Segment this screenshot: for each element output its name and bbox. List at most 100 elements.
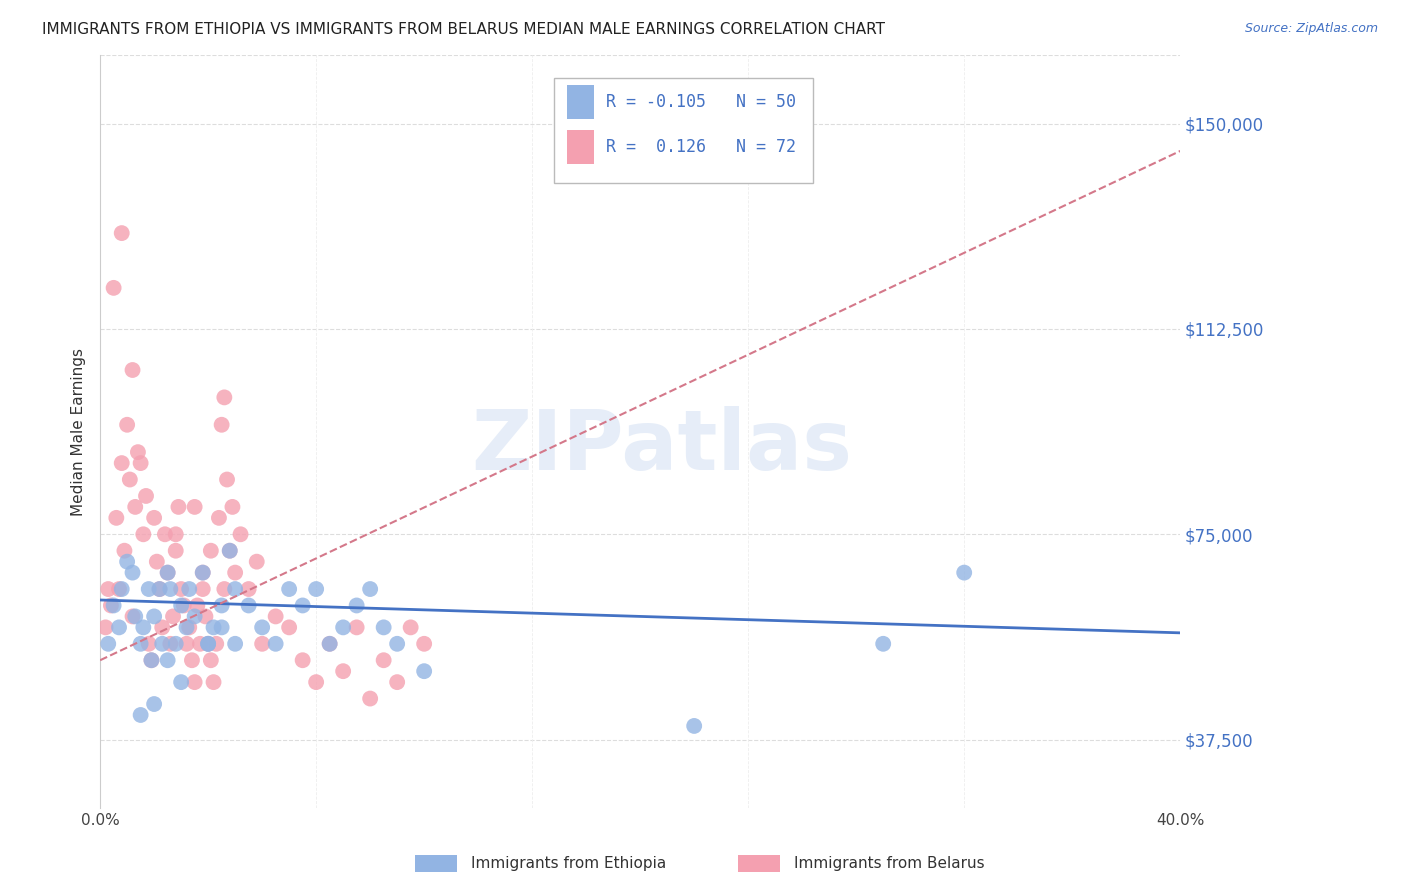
Point: [138, 637, 160, 651]
Point: [305, 675, 328, 690]
Text: Immigrants from Ethiopia: Immigrants from Ethiopia: [471, 856, 666, 871]
Point: [121, 566, 143, 580]
Point: [127, 445, 149, 459]
Point: [346, 620, 368, 634]
Point: [135, 489, 157, 503]
Point: [218, 543, 240, 558]
Point: [291, 653, 314, 667]
Point: [188, 637, 211, 651]
Point: [103, 281, 125, 295]
Point: [97, 582, 120, 596]
Point: [205, 637, 228, 651]
Point: [173, 599, 195, 613]
Text: R =  0.126   N = 72: R = 0.126 N = 72: [606, 138, 796, 156]
Point: [170, 675, 193, 690]
Point: [385, 637, 408, 651]
Point: [94, 620, 117, 634]
Point: [124, 500, 146, 514]
Text: Source: ZipAtlas.com: Source: ZipAtlas.com: [1244, 22, 1378, 36]
Point: [202, 620, 225, 634]
Point: [291, 599, 314, 613]
Y-axis label: Median Male Earnings: Median Male Earnings: [72, 348, 86, 516]
Point: [332, 664, 354, 678]
Bar: [567, 130, 593, 164]
Point: [683, 719, 706, 733]
Point: [115, 417, 138, 432]
Point: [183, 609, 205, 624]
Point: [183, 675, 205, 690]
Point: [111, 456, 134, 470]
Point: [159, 582, 181, 596]
Point: [176, 637, 198, 651]
Point: [165, 637, 187, 651]
Point: [318, 637, 340, 651]
Point: [132, 527, 155, 541]
Point: [129, 456, 152, 470]
Point: [129, 637, 152, 651]
Point: [124, 609, 146, 624]
Point: [100, 599, 122, 613]
Point: [141, 653, 163, 667]
Point: [224, 582, 246, 596]
Point: [114, 543, 136, 558]
Point: [250, 620, 273, 634]
Point: [129, 708, 152, 723]
Point: [224, 637, 246, 651]
Point: [278, 620, 301, 634]
Point: [224, 566, 246, 580]
Point: [153, 527, 176, 541]
Point: [132, 620, 155, 634]
Point: [211, 599, 233, 613]
Point: [179, 582, 201, 596]
Point: [138, 582, 160, 596]
Point: [214, 582, 236, 596]
Point: [150, 620, 173, 634]
Point: [165, 527, 187, 541]
Point: [162, 609, 184, 624]
Point: [218, 543, 240, 558]
Point: [264, 609, 287, 624]
Point: [115, 555, 138, 569]
Point: [150, 637, 173, 651]
Point: [221, 500, 243, 514]
Point: [202, 675, 225, 690]
Point: [238, 599, 260, 613]
Point: [191, 582, 214, 596]
Point: [121, 609, 143, 624]
Point: [264, 637, 287, 651]
Point: [197, 637, 219, 651]
Point: [305, 582, 328, 596]
Point: [238, 582, 260, 596]
Point: [385, 675, 408, 690]
Point: [200, 543, 222, 558]
Point: [215, 473, 238, 487]
Point: [179, 620, 201, 634]
Point: [191, 566, 214, 580]
Point: [194, 609, 217, 624]
Point: [170, 582, 193, 596]
Point: [953, 566, 976, 580]
Point: [146, 555, 169, 569]
Point: [141, 653, 163, 667]
Point: [183, 500, 205, 514]
Point: [148, 582, 170, 596]
Point: [399, 620, 422, 634]
Point: [121, 363, 143, 377]
Point: [872, 637, 894, 651]
Point: [373, 620, 395, 634]
Point: [373, 653, 395, 667]
Point: [413, 637, 436, 651]
Point: [97, 637, 120, 651]
Text: IMMIGRANTS FROM ETHIOPIA VS IMMIGRANTS FROM BELARUS MEDIAN MALE EARNINGS CORRELA: IMMIGRANTS FROM ETHIOPIA VS IMMIGRANTS F…: [42, 22, 886, 37]
Bar: [554, 78, 813, 183]
Point: [278, 582, 301, 596]
Point: [197, 637, 219, 651]
Point: [346, 599, 368, 613]
Point: [143, 697, 166, 711]
Point: [165, 543, 187, 558]
Point: [167, 500, 190, 514]
Point: [197, 637, 219, 651]
Point: [359, 691, 381, 706]
Point: [229, 527, 252, 541]
Point: [181, 653, 204, 667]
